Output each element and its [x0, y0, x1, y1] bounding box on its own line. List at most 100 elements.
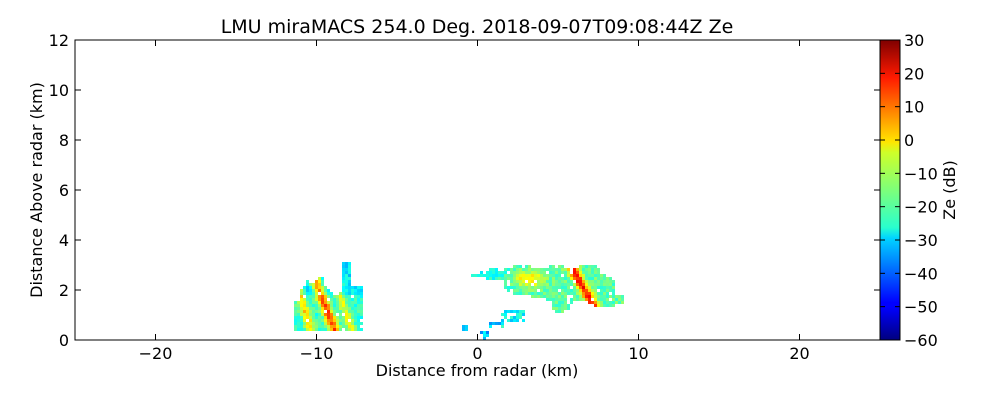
echo-pixel: [546, 280, 549, 283]
echo-pixel: [300, 328, 303, 331]
echo-pixel: [552, 298, 555, 301]
echo-pixel: [492, 268, 495, 271]
echo-pixel: [510, 310, 513, 313]
echo-pixel: [519, 265, 522, 268]
echo-pixel: [318, 283, 321, 286]
echo-pixel: [324, 322, 327, 325]
echo-pixel: [591, 289, 594, 292]
echo-pixel: [603, 274, 606, 277]
echo-pixel: [315, 310, 318, 313]
echo-pixel: [348, 268, 351, 271]
echo-pixel: [600, 289, 603, 292]
echo-pixel: [537, 292, 540, 295]
echo-pixel: [555, 277, 558, 280]
echo-pixel: [336, 322, 339, 325]
echo-pixel: [360, 289, 363, 292]
echo-pixel: [531, 289, 534, 292]
echo-pixel: [594, 265, 597, 268]
echo-pixel: [513, 316, 516, 319]
echo-pixel: [360, 301, 363, 304]
echo-pixel: [351, 313, 354, 316]
echo-pixel: [339, 292, 342, 295]
echo-pixel: [303, 319, 306, 322]
echo-pixel: [522, 289, 525, 292]
echo-pixel: [492, 277, 495, 280]
echo-pixel: [354, 322, 357, 325]
echo-pixel: [609, 289, 612, 292]
echo-pixel: [312, 292, 315, 295]
echo-pixel: [348, 316, 351, 319]
echo-pixel: [525, 286, 528, 289]
echo-pixel: [537, 271, 540, 274]
echo-pixel: [321, 322, 324, 325]
echo-pixel: [309, 283, 312, 286]
echo-pixel: [354, 307, 357, 310]
echo-pixel: [534, 289, 537, 292]
echo-pixel: [330, 295, 333, 298]
echo-pixel: [597, 298, 600, 301]
echo-pixel: [300, 292, 303, 295]
echo-pixel: [351, 286, 354, 289]
echo-pixel: [498, 271, 501, 274]
echo-pixel: [588, 277, 591, 280]
echo-pixel: [528, 277, 531, 280]
echo-pixel: [315, 304, 318, 307]
echo-pixel: [315, 289, 318, 292]
echo-pixel: [528, 286, 531, 289]
echo-pixel: [522, 271, 525, 274]
echo-pixel: [564, 277, 567, 280]
echo-pixel: [516, 319, 519, 322]
echo-pixel: [297, 313, 300, 316]
echo-pixel: [531, 295, 534, 298]
echo-pixel: [504, 286, 507, 289]
echo-pixel: [300, 301, 303, 304]
echo-pixel: [537, 286, 540, 289]
echo-pixel: [576, 277, 579, 280]
echo-pixel: [333, 304, 336, 307]
echo-pixel: [342, 274, 345, 277]
echo-pixel: [333, 310, 336, 313]
echo-pixel: [360, 307, 363, 310]
echo-pixel: [519, 289, 522, 292]
echo-pixel: [339, 322, 342, 325]
echo-pixel: [513, 280, 516, 283]
echo-pixel: [309, 304, 312, 307]
echo-pixel: [591, 265, 594, 268]
x-tick-label: 20: [789, 344, 809, 363]
echo-pixel: [549, 271, 552, 274]
colorbar-ticks: 30 20 10 0 −10 −20 −30 −40 −50 −60: [880, 31, 938, 350]
echo-pixel: [354, 304, 357, 307]
echo-pixel: [336, 307, 339, 310]
echo-pixel: [321, 313, 324, 316]
echo-pixel: [312, 304, 315, 307]
colorbar-tick-label: −30: [904, 231, 938, 250]
echo-pixel: [564, 289, 567, 292]
y-tick-label: 4: [59, 231, 69, 250]
echo-pixel: [342, 280, 345, 283]
echo-pixel: [501, 313, 504, 316]
echo-pixel: [531, 274, 534, 277]
echo-pixel: [552, 271, 555, 274]
echo-pixel: [546, 286, 549, 289]
echo-pixel: [582, 277, 585, 280]
echo-pixel: [588, 265, 591, 268]
y-axis-label: Distance Above radar (km): [27, 82, 46, 298]
colorbar-tick-label: 10: [904, 98, 924, 117]
echo-pixel: [300, 295, 303, 298]
echo-pixel: [297, 322, 300, 325]
echo-pixel: [516, 265, 519, 268]
echo-pixel: [357, 322, 360, 325]
echo-pixel: [600, 304, 603, 307]
echo-pixel: [357, 319, 360, 322]
echo-pixel: [300, 319, 303, 322]
echo-pixel: [492, 274, 495, 277]
echo-pixel: [342, 295, 345, 298]
echo-pixel: [525, 271, 528, 274]
echo-pixel: [546, 283, 549, 286]
echo-pixel: [603, 301, 606, 304]
echo-pixel: [300, 289, 303, 292]
echo-pixel: [519, 280, 522, 283]
echo-pixel: [552, 307, 555, 310]
echo-pixel: [549, 283, 552, 286]
